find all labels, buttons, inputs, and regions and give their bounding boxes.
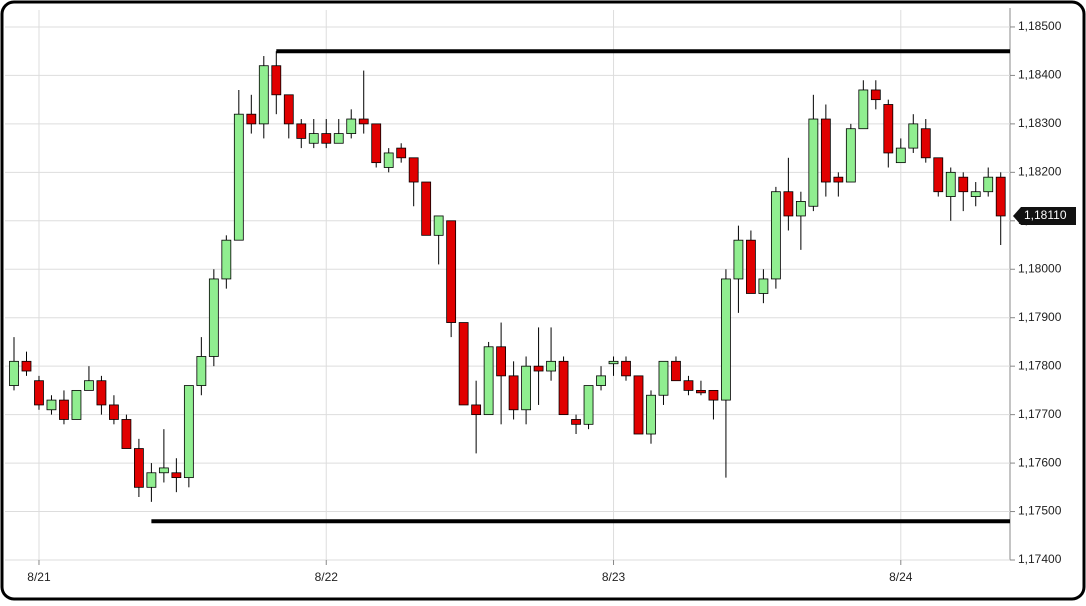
candle-body [258,65,269,125]
candle-body [446,220,457,323]
candle-body [308,133,319,144]
candle-body [296,123,307,139]
candle-body [970,191,981,197]
candle-body [933,157,944,193]
last-price-tag [1013,206,1076,225]
candle-body [945,171,956,197]
candle-body [521,365,531,411]
candle-body [908,123,919,149]
candle-body [483,346,494,416]
candle-body [158,467,169,474]
candle-body [383,152,394,168]
candle-body [746,239,756,294]
candle-body [958,176,969,193]
candle-body [84,380,94,391]
y-tick-label: 1,17400 [1018,552,1062,566]
candle-body [983,176,994,193]
candle-body [808,118,819,207]
candle-body [333,133,344,144]
candle-body [458,322,469,406]
candle-body [646,394,656,435]
candle-body [346,118,357,134]
y-tick-label: 1,17500 [1018,504,1062,518]
candle-body [34,380,44,406]
candle-body [471,404,482,416]
candle-body [171,472,182,479]
candle-body [558,360,569,416]
candle-body [758,278,769,294]
candle-body [146,472,157,488]
x-tick-label: 8/21 [27,570,51,584]
candle-body [133,448,144,488]
candle-body [845,128,856,183]
candle-body [721,278,731,401]
candle-body [883,104,894,154]
candle-body [196,356,207,386]
candle-body [733,239,744,280]
candle-body [708,389,719,401]
candle-body [121,419,132,449]
y-tick-label: 1,18500 [1018,19,1062,33]
candle-body [895,147,906,164]
candle-body [608,360,619,365]
candle-body [233,113,244,241]
y-tick-label: 1,18400 [1018,68,1062,82]
candle-body [658,360,669,396]
y-tick-label: 1,18200 [1018,165,1062,179]
y-tick-label: 1,17900 [1018,310,1062,324]
candle-body [71,389,82,420]
x-tick-label: 8/24 [889,570,913,584]
y-tick-label: 1,17800 [1018,358,1062,372]
candle-body [571,419,581,425]
candle-body [183,385,194,479]
candle-body [696,389,706,394]
candle-body [46,399,57,411]
candle-body [271,65,282,96]
candle-body [496,346,507,377]
candle-body [820,118,831,183]
candle-body [421,181,432,236]
candle-body [9,360,19,386]
candle-body [671,360,681,382]
candle-body [783,191,794,217]
candle-body [995,176,1006,217]
candle-body [508,375,519,411]
x-tick-label: 8/23 [602,570,626,584]
y-tick-label: 1,18000 [1018,261,1062,275]
candle-body [221,239,232,280]
y-tick-label: 1,17600 [1018,455,1062,469]
y-tick-label: 1,17700 [1018,407,1062,421]
candle-body [870,89,881,101]
candle-body [833,176,844,183]
candle-body [21,360,32,372]
candle-body [96,380,107,406]
candle-body [546,360,556,372]
candle-body [283,94,294,125]
candle-body [533,365,544,372]
candle-body [583,385,594,425]
candle-body [358,118,369,125]
candle-body [683,380,694,391]
candle-body [208,278,219,357]
candle-body [371,123,382,164]
y-tick-label: 1,18300 [1018,116,1062,130]
candle-body [408,157,419,183]
candle-body [246,113,257,125]
candle-body [795,201,806,217]
candle-body [109,404,119,420]
candle-body [396,147,407,159]
candle-body [770,191,781,280]
candle-body [633,375,644,435]
x-tick-label: 8/22 [315,570,339,584]
candle-body [596,375,606,386]
candle-body [858,89,869,130]
candle-body [321,133,332,144]
candle-body [59,399,69,420]
last-price-label: 1,18110 [1024,208,1067,222]
candle-body [621,360,631,377]
candle-body [433,215,444,236]
candle-body [920,128,931,159]
